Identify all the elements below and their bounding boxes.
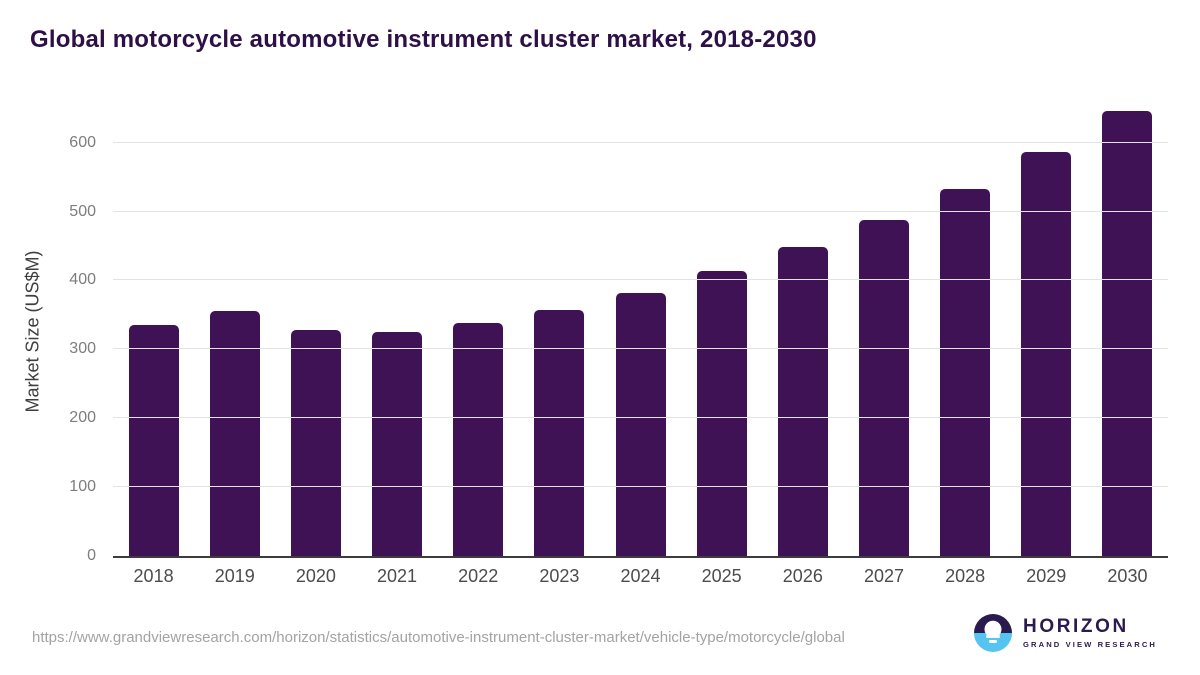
y-tick-300: 300 bbox=[69, 340, 96, 358]
logo-reflection-dash bbox=[989, 640, 998, 643]
plot-area: 0 100 200 300 400 500 600 bbox=[69, 104, 1168, 564]
y-tick-100: 100 bbox=[69, 478, 96, 496]
y-axis-label: Market Size (US$M) bbox=[22, 249, 43, 413]
logo-text: HORIZON GRAND VIEW RESEARCH bbox=[1023, 617, 1157, 649]
x-axis-labels: 2018 2019 2020 2021 2022 2023 2024 2025 2026 2027… bbox=[113, 566, 1168, 587]
bar-slot-2027 bbox=[843, 104, 924, 556]
bar-2029 bbox=[1021, 152, 1072, 556]
x-label-2026: 2026 bbox=[782, 566, 823, 586]
x-label-2025: 2025 bbox=[701, 566, 742, 586]
logo-subtitle: GRAND VIEW RESEARCH bbox=[1023, 640, 1157, 649]
bar-slot-2018 bbox=[113, 104, 194, 556]
bar-2020 bbox=[290, 330, 341, 556]
y-tick-500: 500 bbox=[69, 202, 96, 220]
y-tick-400: 400 bbox=[69, 271, 96, 289]
bar-slot-2023 bbox=[519, 104, 600, 556]
bar-2027 bbox=[858, 219, 909, 556]
bar-slot-2028 bbox=[925, 104, 1006, 556]
gridline-600 bbox=[113, 141, 1168, 143]
bar-2024 bbox=[615, 292, 666, 556]
bar-2023 bbox=[534, 310, 585, 556]
bar-2021 bbox=[372, 332, 423, 556]
horizon-sunset-icon bbox=[974, 614, 1013, 652]
bar-slot-2025 bbox=[681, 104, 762, 556]
bar-2018 bbox=[128, 324, 179, 556]
x-label-2022: 2022 bbox=[458, 566, 499, 586]
x-label-2018: 2018 bbox=[133, 566, 174, 586]
y-tick-200: 200 bbox=[69, 409, 96, 427]
bar-slot-2020 bbox=[275, 104, 356, 556]
gridline-100 bbox=[113, 486, 1168, 488]
x-label-2028: 2028 bbox=[945, 566, 986, 586]
gridline-500 bbox=[113, 210, 1168, 212]
gridline-300 bbox=[113, 348, 1168, 350]
bar-2025 bbox=[696, 271, 747, 556]
x-label-2024: 2024 bbox=[620, 566, 661, 586]
bar-slot-2029 bbox=[1006, 104, 1087, 556]
bar-slot-2022 bbox=[438, 104, 519, 556]
y-tick-0: 0 bbox=[87, 547, 96, 564]
bar-slot-2021 bbox=[356, 104, 437, 556]
x-label-2029: 2029 bbox=[1026, 566, 1067, 586]
logo-name: HORIZON bbox=[1023, 616, 1129, 637]
x-label-2019: 2019 bbox=[214, 566, 255, 586]
bar-slot-2026 bbox=[762, 104, 843, 556]
x-label-2030: 2030 bbox=[1107, 566, 1148, 586]
gridline-400 bbox=[113, 279, 1168, 281]
bar-2030 bbox=[1102, 110, 1153, 556]
x-label-2027: 2027 bbox=[863, 566, 904, 586]
gridline-200 bbox=[113, 417, 1168, 419]
x-label-2021: 2021 bbox=[377, 566, 418, 586]
bars-container bbox=[113, 104, 1168, 556]
bar-2026 bbox=[777, 247, 828, 556]
chart-title: Global motorcycle automotive instrument … bbox=[30, 26, 817, 53]
source-url: https://www.grandviewresearch.com/horizo… bbox=[32, 629, 845, 646]
bar-2019 bbox=[209, 311, 260, 556]
logo-sun-shape bbox=[984, 620, 1002, 638]
x-label-2023: 2023 bbox=[539, 566, 580, 586]
y-tick-600: 600 bbox=[69, 133, 96, 151]
logo-reflection-dash bbox=[986, 635, 1001, 638]
bar-2022 bbox=[453, 323, 504, 556]
bar-slot-2019 bbox=[194, 104, 275, 556]
bar-slot-2024 bbox=[600, 104, 681, 556]
bar-2028 bbox=[940, 188, 991, 556]
x-label-2020: 2020 bbox=[295, 566, 336, 586]
horizon-logo: HORIZON GRAND VIEW RESEARCH bbox=[974, 614, 1157, 652]
bar-slot-2030 bbox=[1087, 104, 1168, 556]
